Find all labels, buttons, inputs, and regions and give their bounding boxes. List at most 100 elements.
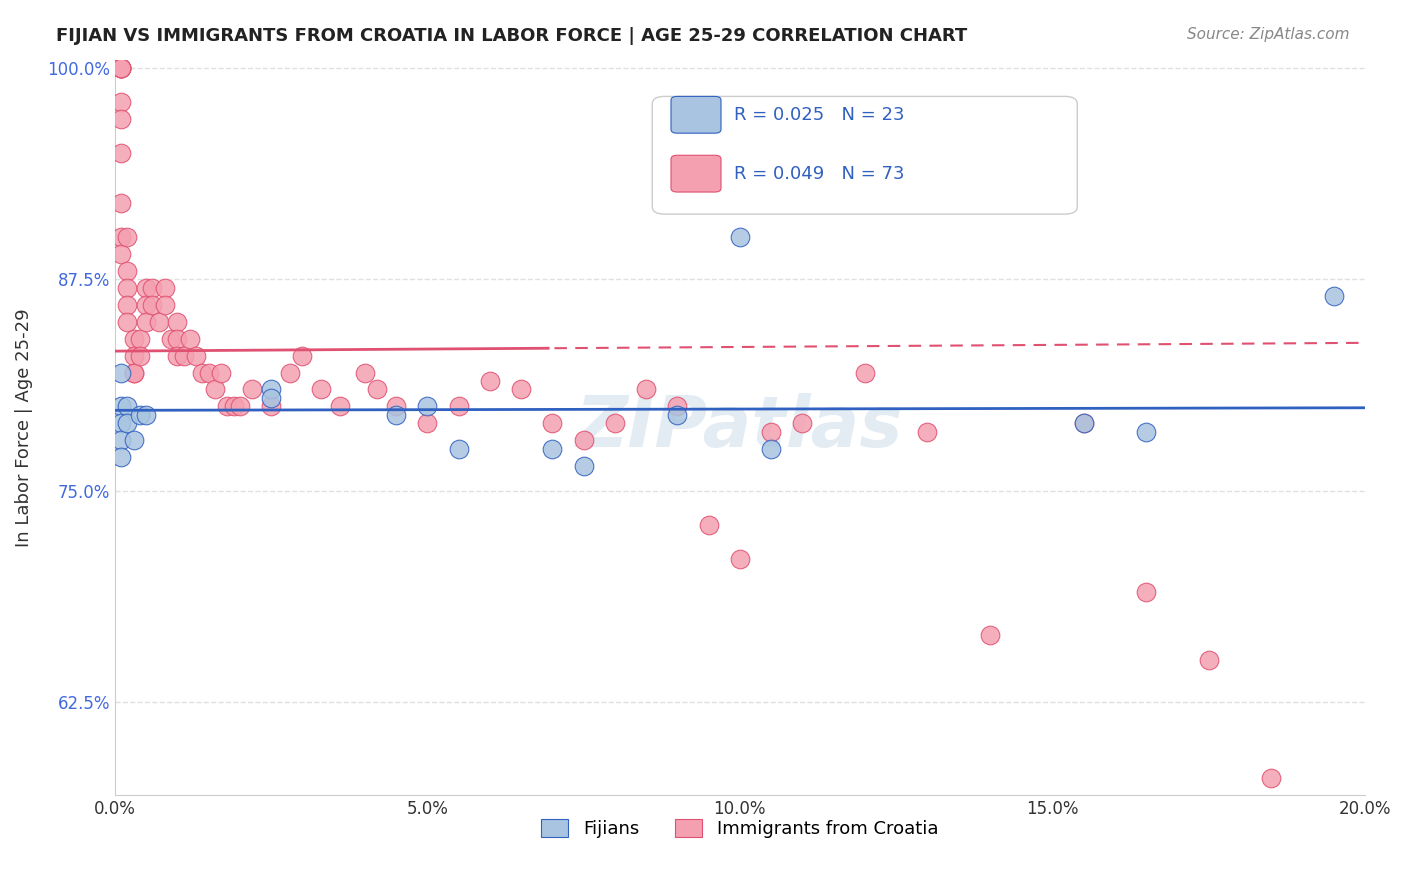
Point [197, 366, 219, 380]
Point [110, 61, 132, 75]
Text: Source: ZipAtlas.com: Source: ZipAtlas.com [1187, 27, 1350, 42]
Point [122, 349, 145, 363]
Point [728, 230, 751, 244]
Point [260, 400, 283, 414]
Point [184, 349, 207, 363]
Point [240, 383, 263, 397]
Point [572, 458, 595, 473]
Point [122, 366, 145, 380]
Point [260, 383, 283, 397]
FancyBboxPatch shape [671, 96, 721, 133]
Point [135, 298, 157, 312]
Point [416, 417, 439, 431]
Point [1073, 417, 1095, 431]
Point [915, 425, 938, 439]
Point [117, 264, 139, 278]
FancyBboxPatch shape [652, 96, 1077, 214]
Point [792, 417, 814, 431]
Point [166, 315, 188, 329]
Point [117, 417, 139, 431]
Point [291, 349, 314, 363]
Point [110, 247, 132, 261]
Point [260, 391, 283, 405]
Point [153, 298, 176, 312]
Point [278, 366, 301, 380]
Point [1135, 425, 1157, 439]
Point [510, 383, 533, 397]
Point [209, 366, 232, 380]
Point [128, 349, 150, 363]
Point [366, 383, 388, 397]
Point [728, 551, 751, 566]
Point [160, 332, 183, 346]
Point [110, 196, 132, 211]
Point [853, 366, 876, 380]
Point [1198, 653, 1220, 667]
Point [697, 517, 720, 532]
FancyBboxPatch shape [671, 155, 721, 192]
Point [110, 417, 132, 431]
Point [191, 366, 214, 380]
Point [141, 281, 163, 295]
Point [759, 442, 782, 456]
Point [1135, 585, 1157, 599]
Point [110, 61, 132, 75]
Point [309, 383, 332, 397]
Point [110, 61, 132, 75]
Point [634, 383, 657, 397]
Point [128, 332, 150, 346]
Point [666, 408, 689, 422]
Text: R = 0.049   N = 73: R = 0.049 N = 73 [734, 165, 904, 183]
Point [541, 417, 564, 431]
Point [117, 315, 139, 329]
Point [110, 433, 132, 447]
Point [135, 315, 157, 329]
Point [110, 400, 132, 414]
Point [1260, 772, 1282, 786]
Point [117, 281, 139, 295]
Point [110, 61, 132, 75]
Point [117, 400, 139, 414]
Point [110, 366, 132, 380]
Text: R = 0.025   N = 23: R = 0.025 N = 23 [734, 106, 904, 124]
Point [572, 433, 595, 447]
Point [217, 400, 239, 414]
Point [447, 442, 470, 456]
Point [759, 425, 782, 439]
Y-axis label: In Labor Force | Age 25-29: In Labor Force | Age 25-29 [15, 309, 32, 547]
Legend: Fijians, Immigrants from Croatia: Fijians, Immigrants from Croatia [534, 812, 945, 846]
Point [122, 366, 145, 380]
Point [122, 433, 145, 447]
Point [385, 400, 408, 414]
Point [979, 628, 1001, 642]
Point [603, 417, 626, 431]
Point [229, 400, 252, 414]
Point [222, 400, 245, 414]
Point [110, 112, 132, 126]
Point [179, 332, 201, 346]
Point [110, 230, 132, 244]
Point [148, 315, 170, 329]
Text: FIJIAN VS IMMIGRANTS FROM CROATIA IN LABOR FORCE | AGE 25-29 CORRELATION CHART: FIJIAN VS IMMIGRANTS FROM CROATIA IN LAB… [56, 27, 967, 45]
Point [110, 95, 132, 109]
Point [135, 408, 157, 422]
Point [329, 400, 352, 414]
Point [447, 400, 470, 414]
Point [122, 332, 145, 346]
Point [478, 374, 501, 388]
Text: ZIPatlas: ZIPatlas [576, 393, 904, 462]
Point [1073, 417, 1095, 431]
Point [1322, 289, 1344, 303]
Point [385, 408, 408, 422]
Point [666, 400, 689, 414]
Point [110, 450, 132, 464]
Point [353, 366, 375, 380]
Point [128, 408, 150, 422]
Point [541, 442, 564, 456]
Point [153, 281, 176, 295]
Point [416, 400, 439, 414]
Point [204, 383, 226, 397]
Point [135, 281, 157, 295]
Point [141, 298, 163, 312]
Point [117, 298, 139, 312]
